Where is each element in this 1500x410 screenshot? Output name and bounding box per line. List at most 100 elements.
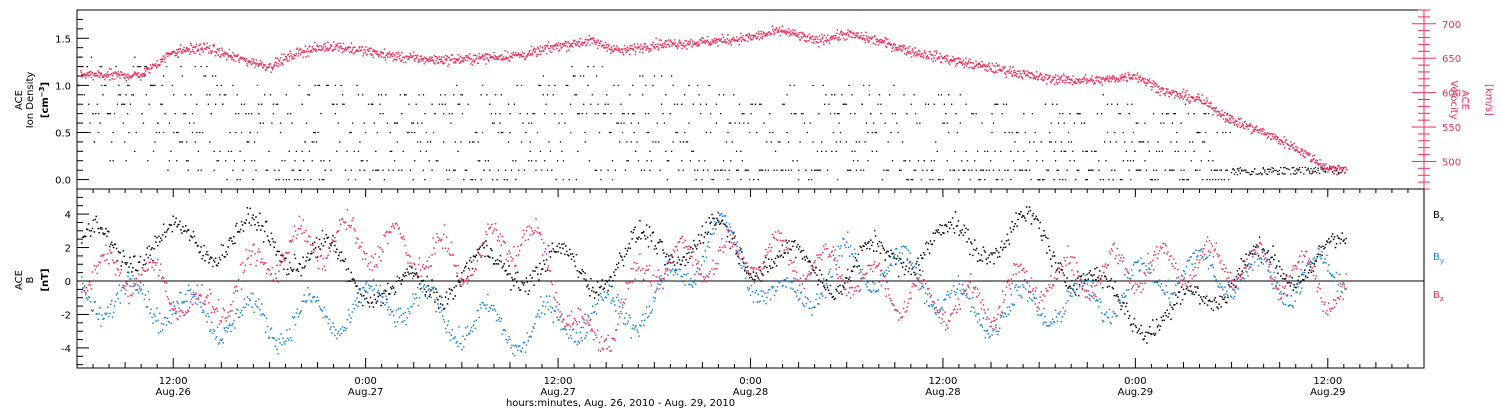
- field-point-bx: [670, 254, 673, 256]
- velocity-point: [629, 45, 632, 47]
- field-point-bx: [232, 242, 234, 245]
- field-point-bx: [585, 279, 587, 281]
- velocity-point: [109, 79, 111, 81]
- field-point-bx: [664, 264, 666, 266]
- field-point-bx: [771, 266, 774, 269]
- field-point-bx: [1120, 308, 1122, 311]
- velocity-point: [121, 71, 123, 74]
- velocity-point: [1222, 118, 1225, 120]
- field-point-bx: [391, 285, 394, 288]
- field-point-bx: [401, 278, 404, 281]
- field-point-bx: [1200, 296, 1202, 298]
- field-point-bx: [1156, 326, 1159, 328]
- field-point-bx: [488, 255, 490, 258]
- velocity-point: [379, 50, 382, 53]
- velocity-point: [738, 38, 741, 40]
- density-point: [1265, 173, 1267, 175]
- velocity-point: [462, 58, 464, 60]
- velocity-point: [1310, 161, 1313, 163]
- velocity-point: [700, 37, 703, 39]
- field-point-bx: [1029, 209, 1032, 212]
- velocity-point: [113, 72, 115, 74]
- density-point: [1099, 178, 1101, 181]
- velocity-point: [610, 48, 612, 50]
- velocity-point: [832, 36, 834, 38]
- field-point-bx: [740, 248, 742, 250]
- velocity-point: [846, 38, 848, 40]
- field-point-bx: [1057, 262, 1060, 265]
- density-point: [1037, 178, 1039, 181]
- density-point: [942, 122, 944, 124]
- velocity-point: [414, 60, 416, 62]
- velocity-point: [776, 27, 778, 29]
- field-point-bx: [610, 276, 612, 278]
- density-point: [334, 113, 337, 115]
- field-point-bx: [754, 275, 757, 277]
- density-point: [197, 150, 199, 153]
- density-point: [813, 169, 816, 171]
- velocity-point: [118, 73, 120, 76]
- field-point-bx: [114, 243, 117, 246]
- velocity-point: [250, 61, 252, 63]
- velocity-point: [1301, 148, 1304, 151]
- velocity-point: [186, 47, 188, 49]
- density-point: [308, 94, 311, 96]
- field-point-bx: [621, 259, 624, 261]
- density-point: [1140, 169, 1142, 171]
- density-point: [135, 131, 137, 134]
- velocity-point: [667, 39, 670, 41]
- density-point: [1179, 178, 1181, 181]
- velocity-point: [559, 42, 562, 45]
- velocity-point: [859, 37, 862, 39]
- velocity-point: [617, 47, 619, 49]
- velocity-point: [613, 47, 616, 50]
- field-point-bx: [1318, 245, 1320, 247]
- field-point-bx: [476, 248, 479, 251]
- density-point: [597, 113, 599, 115]
- velocity-point: [333, 41, 335, 43]
- density-point: [575, 178, 578, 181]
- field-point-bx: [1262, 248, 1265, 250]
- density-point: [1088, 169, 1090, 171]
- density-point: [438, 103, 440, 105]
- field-point-bx: [685, 259, 687, 261]
- velocity-point: [884, 36, 886, 39]
- velocity-point: [926, 55, 928, 57]
- velocity-point: [489, 55, 492, 57]
- field-point-bx: [883, 249, 886, 251]
- field-point-bx: [230, 237, 232, 240]
- density-point: [1190, 160, 1192, 162]
- density-point: [1238, 170, 1240, 172]
- density-point: [963, 169, 966, 171]
- density-point: [253, 141, 256, 143]
- density-point: [448, 169, 451, 171]
- velocity-point: [612, 50, 615, 53]
- field-point-bx: [1326, 240, 1328, 242]
- field-point-bx: [224, 256, 226, 258]
- velocity-point: [1029, 76, 1031, 79]
- velocity-point: [722, 41, 724, 43]
- velocity-point: [692, 43, 695, 46]
- density-point: [1134, 150, 1136, 153]
- field-point-bx: [1207, 300, 1210, 302]
- velocity-point: [1312, 155, 1314, 157]
- velocity-point: [838, 36, 840, 38]
- field-point-bx: [1048, 245, 1050, 248]
- velocity-point: [434, 63, 436, 65]
- field-point-bx: [85, 228, 88, 230]
- velocity-point: [1167, 92, 1170, 94]
- field-point-bx: [556, 245, 558, 248]
- density-point: [311, 160, 313, 162]
- velocity-point: [262, 66, 264, 68]
- velocity-point: [739, 36, 742, 38]
- velocity-point: [786, 30, 788, 32]
- density-point: [1046, 169, 1048, 171]
- velocity-point: [768, 31, 771, 33]
- velocity-point: [364, 49, 366, 51]
- field-point-bx: [731, 238, 734, 240]
- field-point-bx: [116, 259, 119, 262]
- velocity-point: [787, 27, 790, 30]
- field-point-bx: [574, 265, 577, 267]
- density-point: [923, 160, 925, 162]
- field-point-bx: [902, 261, 905, 264]
